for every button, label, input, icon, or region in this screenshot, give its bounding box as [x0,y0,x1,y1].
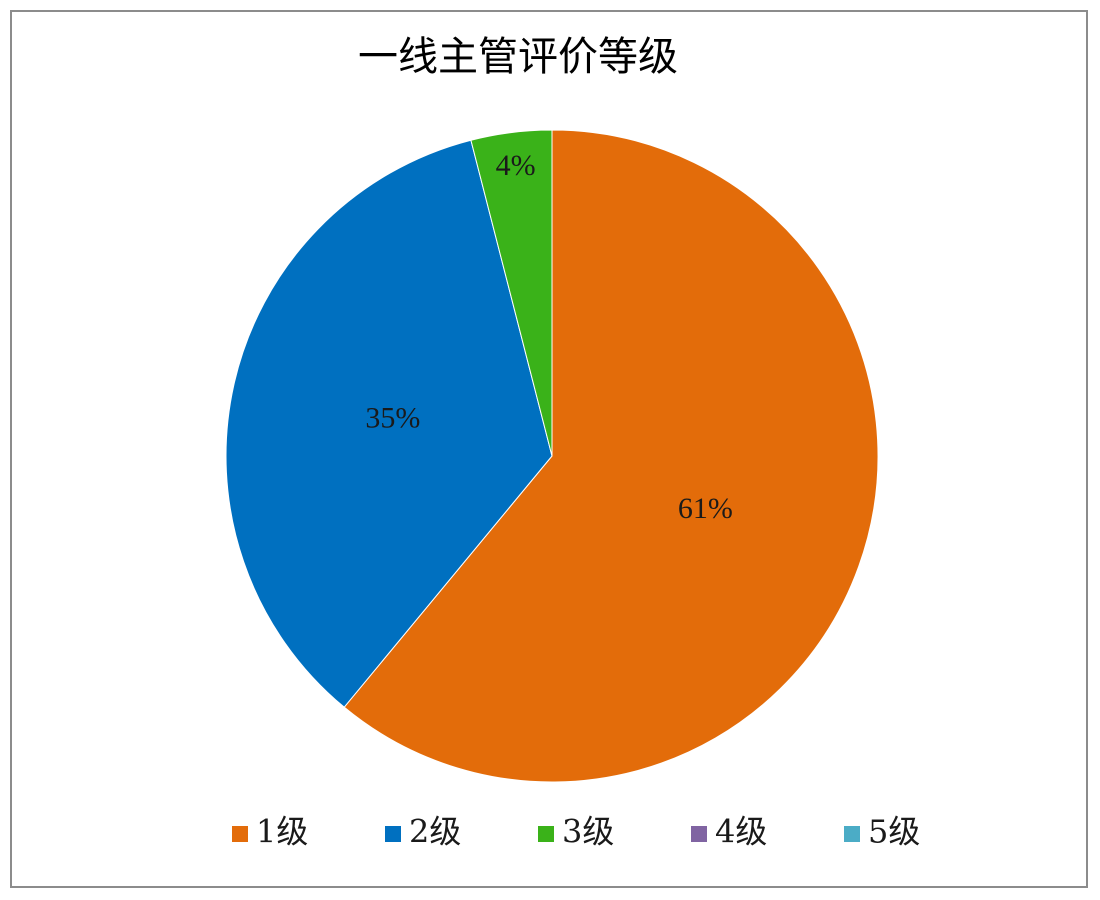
legend-label-2: 2级 [409,813,461,851]
pie-slices [225,129,879,783]
legend-item-3: 3级 [538,813,614,851]
slice-label-1: 61% [678,492,733,525]
legend-label-5: 5级 [868,813,920,851]
legend-item-1: 1级 [232,813,308,851]
slice-label-3: 4% [496,149,536,182]
pie-slice-1 [343,129,879,783]
pie-slice-3 [470,129,553,457]
legend-swatch-3 [538,826,554,842]
pie-slice-labels: 61% 35% 4% [365,149,732,525]
legend-swatch-2 [385,826,401,842]
slice-label-2: 35% [365,401,420,434]
legend-label-4: 4级 [715,813,767,851]
legend-item-5: 5级 [844,813,920,851]
legend-label-1: 1级 [256,813,308,851]
chart-title: 一线主管评价等级 [358,34,678,80]
legend-swatch-5 [844,826,860,842]
legend-swatch-4 [691,826,707,842]
pie-slice-2 [225,139,553,708]
legend-item-2: 2级 [385,813,461,851]
legend-label-3: 3级 [562,813,614,851]
legend-swatch-1 [232,826,248,842]
legend-item-4: 4级 [691,813,767,851]
legend: 1级 2级 3级 4级 5级 [232,813,920,851]
